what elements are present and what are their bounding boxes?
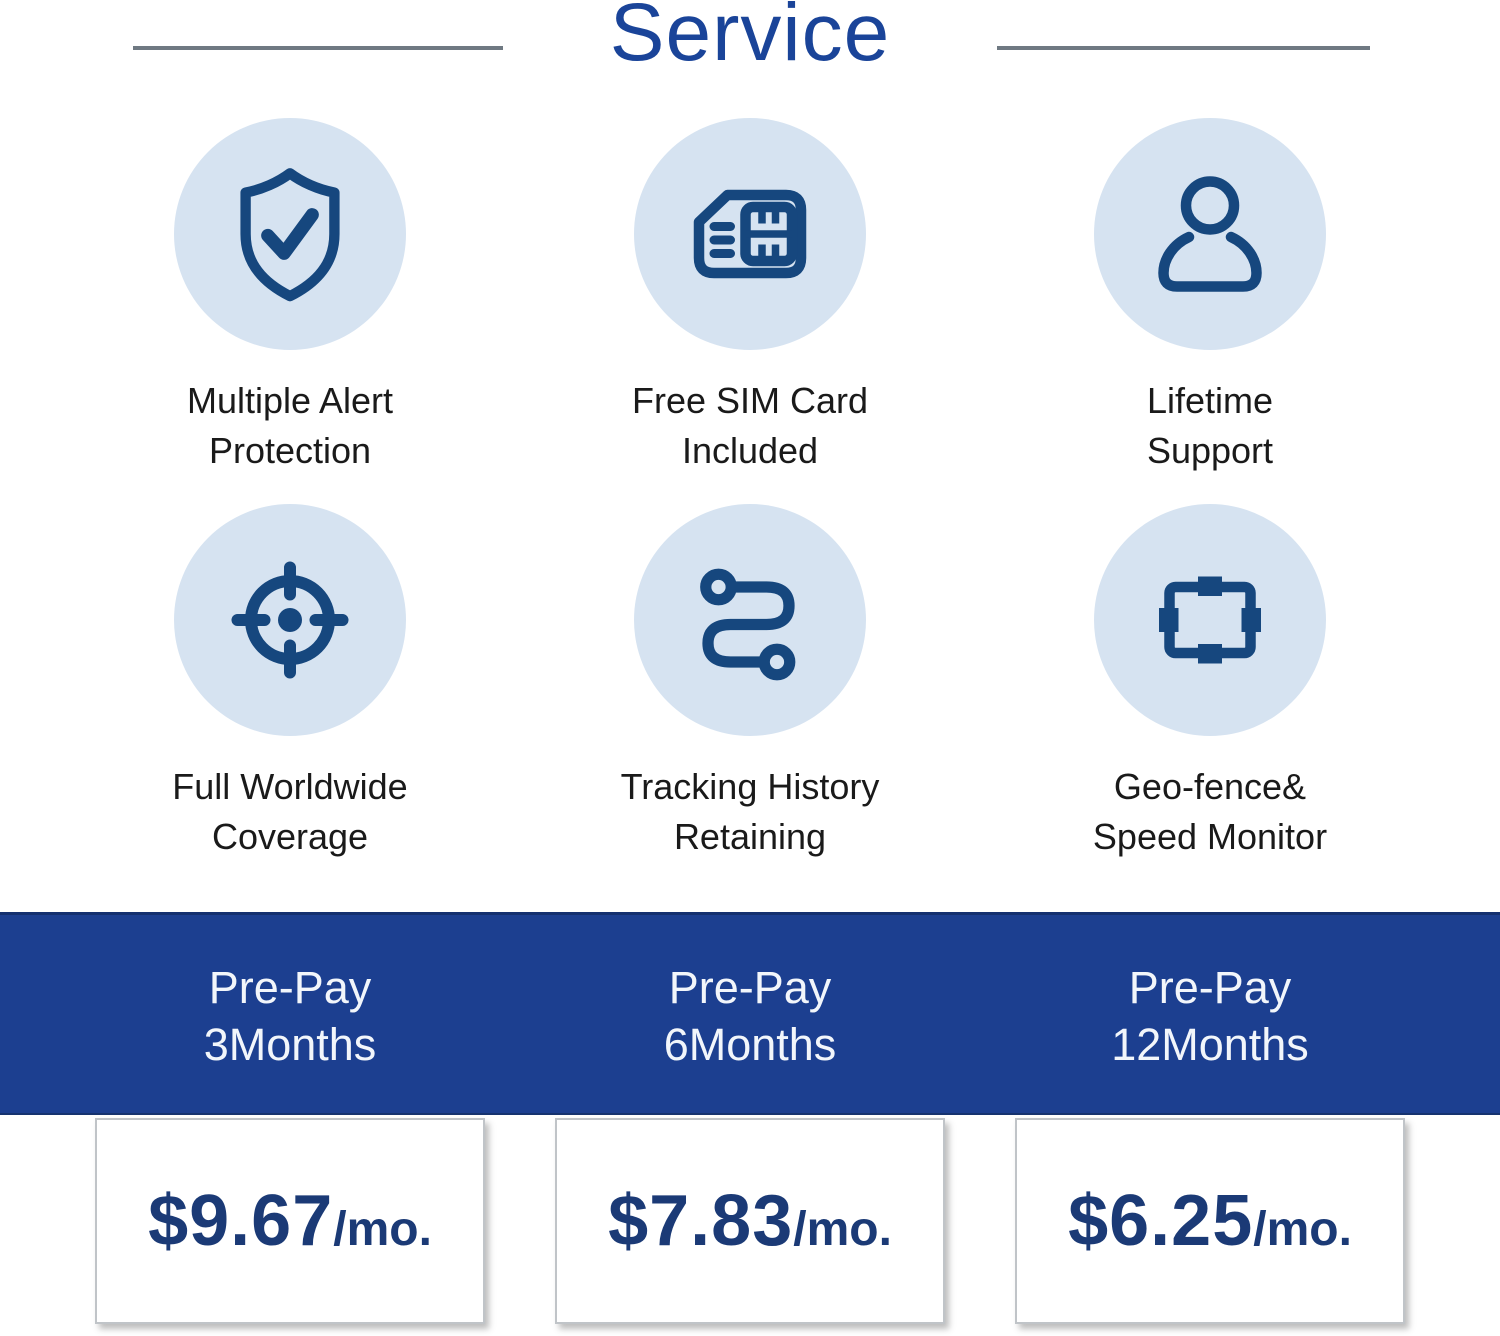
feature-label-line1: Multiple Alert [186, 380, 394, 421]
price-card-6months: $7.83 /mo. [555, 1118, 945, 1324]
feature-label-line2: Retaining [673, 816, 827, 857]
plan-header-line2: 12Months [1111, 1019, 1309, 1070]
price-period: /mo. [1253, 1203, 1352, 1256]
feature-label-line1: Full Worldwide [172, 766, 408, 807]
feature-label-line1: Lifetime [1146, 380, 1274, 421]
price-card-3months: $9.67 /mo. [95, 1118, 485, 1324]
feature-label: Full Worldwide Coverage [172, 762, 407, 862]
feature-icon-bubble [1094, 118, 1326, 350]
title-divider-right [997, 46, 1370, 50]
plan-header-line1: Pre-Pay [1128, 962, 1292, 1013]
plan-header-line2: 3Months [203, 1019, 377, 1070]
feature-label-line2: Included [681, 430, 819, 471]
price-period: /mo. [333, 1203, 432, 1256]
shield-check-icon [240, 168, 340, 302]
feature-icon-bubble [174, 118, 406, 350]
price-row: $6.25 /mo. [1068, 1180, 1352, 1262]
feature-label-line1: Geo-fence& [1113, 766, 1307, 807]
price-row: $9.67 /mo. [148, 1180, 432, 1262]
feature-label: Multiple Alert Protection [187, 376, 393, 476]
feature-icon-bubble [1094, 504, 1326, 736]
feature-worldwide-coverage: Full Worldwide Coverage [60, 504, 520, 862]
route-icon [700, 568, 796, 681]
feature-label-line2: Protection [208, 430, 372, 471]
feature-label: Geo-fence& Speed Monitor [1093, 762, 1327, 862]
plan-header-12months: Pre-Pay 12Months [980, 959, 1440, 1073]
feature-multiple-alert: Multiple Alert Protection [60, 118, 520, 476]
price-value: $6.25 [1068, 1181, 1254, 1261]
feature-lifetime-support: Lifetime Support [980, 118, 1440, 476]
title-section: Service [0, 0, 1500, 104]
feature-tracking-history: Tracking History Retaining [520, 504, 980, 862]
feature-icon-bubble [174, 504, 406, 736]
pricing-banner-grid: Pre-Pay 3Months Pre-Pay 6Months Pre-Pay … [60, 915, 1440, 1073]
feature-label: Tracking History Retaining [621, 762, 880, 862]
price-period: /mo. [793, 1203, 892, 1256]
target-icon [231, 561, 349, 679]
price-value: $9.67 [148, 1181, 334, 1261]
feature-label-line2: Coverage [211, 816, 369, 857]
feature-label: Lifetime Support [1147, 376, 1273, 476]
feature-geofence: Geo-fence& Speed Monitor [980, 504, 1440, 862]
plan-header-line1: Pre-Pay [208, 962, 372, 1013]
price-card-row: $9.67 /mo. $7.83 /mo. $6.25 /mo. [60, 1118, 1440, 1324]
user-icon [1158, 176, 1262, 292]
feature-label: Free SIM Card Included [632, 376, 868, 476]
sim-card-icon [693, 189, 807, 279]
plan-header-line1: Pre-Pay [668, 962, 832, 1013]
feature-label-line1: Tracking History [620, 766, 880, 807]
plan-header-line2: 6Months [663, 1019, 837, 1070]
feature-free-sim: Free SIM Card Included [520, 118, 980, 476]
price-card-12months: $6.25 /mo. [1015, 1118, 1405, 1324]
feature-grid: Multiple Alert Protection Free SIM Card … [60, 118, 1440, 862]
feature-label-line2: Speed Monitor [1092, 816, 1328, 857]
geofence-icon [1159, 576, 1261, 664]
plan-header-3months: Pre-Pay 3Months [60, 959, 520, 1073]
plan-header-6months: Pre-Pay 6Months [520, 959, 980, 1073]
page-title: Service [609, 0, 891, 78]
feature-icon-bubble [634, 504, 866, 736]
title-divider-left [133, 46, 503, 50]
feature-label-line2: Support [1146, 430, 1274, 471]
price-row: $7.83 /mo. [608, 1180, 892, 1262]
price-value: $7.83 [608, 1181, 794, 1261]
pricing-banner: Pre-Pay 3Months Pre-Pay 6Months Pre-Pay … [0, 912, 1500, 1115]
feature-label-line1: Free SIM Card [631, 380, 869, 421]
feature-icon-bubble [634, 118, 866, 350]
